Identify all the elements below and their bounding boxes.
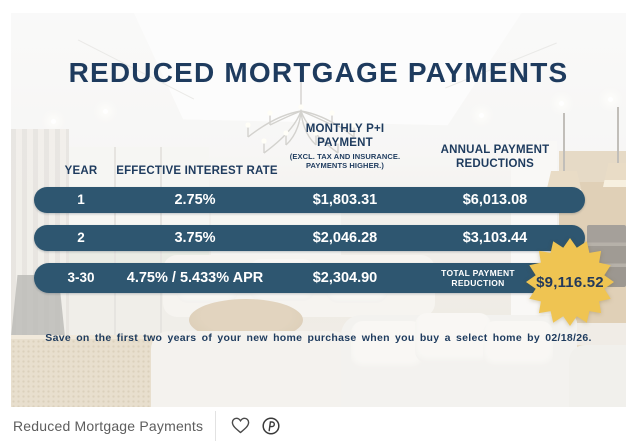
table-row: 1 2.75% $1,803.31 $6,013.08: [34, 187, 585, 213]
column-header-annual-reductions: ANNUAL PAYMENT REDUCTIONS: [440, 144, 550, 170]
favorite-button[interactable]: [230, 416, 250, 436]
ceiling-light: [479, 113, 484, 118]
photo-pillow: [415, 313, 491, 363]
total-payment-reduction-label: TOTAL PAYMENT REDUCTION: [441, 268, 515, 288]
ceiling-light: [559, 101, 564, 106]
caption-divider: [215, 410, 217, 441]
row-annual-value: $3,103.44: [462, 230, 528, 246]
pendant-light: [563, 113, 565, 171]
pendant-light: [603, 163, 626, 187]
photo-sofa: [151, 331, 351, 407]
column-header-year: YEAR: [64, 165, 98, 177]
heart-icon: [231, 417, 250, 434]
row-rate-value: 2.75%: [174, 192, 216, 208]
photo-background: [11, 13, 626, 407]
total-reduction-badge: $9,116.52: [526, 238, 614, 326]
row-rate-value: 4.75% / 5.433% APR: [126, 270, 264, 286]
table-row: 3-30 4.75% / 5.433% APR $2,304.90 TOTAL …: [34, 263, 561, 293]
photo-sofa: [569, 345, 626, 407]
pinterest-button[interactable]: [261, 416, 281, 436]
photo-pillow: [351, 321, 423, 369]
column-header-rate: EFFECTIVE INTEREST RATE: [116, 165, 278, 177]
caption-title: Reduced Mortgage Payments: [13, 417, 204, 434]
row-annual-value: $6,013.08: [462, 192, 528, 208]
pendant-light: [617, 107, 619, 163]
photo-rattan-console: [11, 335, 161, 407]
row-year-value: 1: [77, 192, 85, 207]
chandelier: [245, 71, 357, 154]
offer-footnote: Save on the first two years of your new …: [45, 332, 592, 344]
column-header-monthly-payment: MONTHLY P+I PAYMENT (EXCL. TAX AND INSUR…: [289, 123, 401, 170]
caption-bar: Reduced Mortgage Payments: [11, 409, 626, 442]
photo-pillow: [483, 321, 553, 367]
ceiling-light: [51, 119, 56, 124]
page-title: REDUCED MORTGAGE PAYMENTS: [68, 57, 569, 88]
pinterest-icon: [262, 416, 280, 435]
table-row: 2 3.75% $2,046.28 $3,103.44: [34, 225, 585, 251]
ceiling-light: [103, 109, 108, 114]
row-payment-value: $2,304.90: [312, 270, 378, 286]
row-rate-value: 3.75%: [174, 230, 216, 246]
total-reduction-value: $9,116.52: [536, 273, 604, 291]
starburst-icon: [526, 238, 614, 326]
promo-image[interactable]: REDUCED MORTGAGE PAYMENTS YEAR EFFECTIVE…: [11, 13, 626, 407]
row-payment-value: $2,046.28: [312, 230, 378, 246]
ceiling-light: [608, 97, 613, 102]
photo-ceiling: [134, 13, 522, 126]
row-payment-value: $1,803.31: [312, 192, 378, 208]
row-year-value: 3-30: [67, 270, 95, 285]
row-year-value: 2: [77, 230, 85, 245]
